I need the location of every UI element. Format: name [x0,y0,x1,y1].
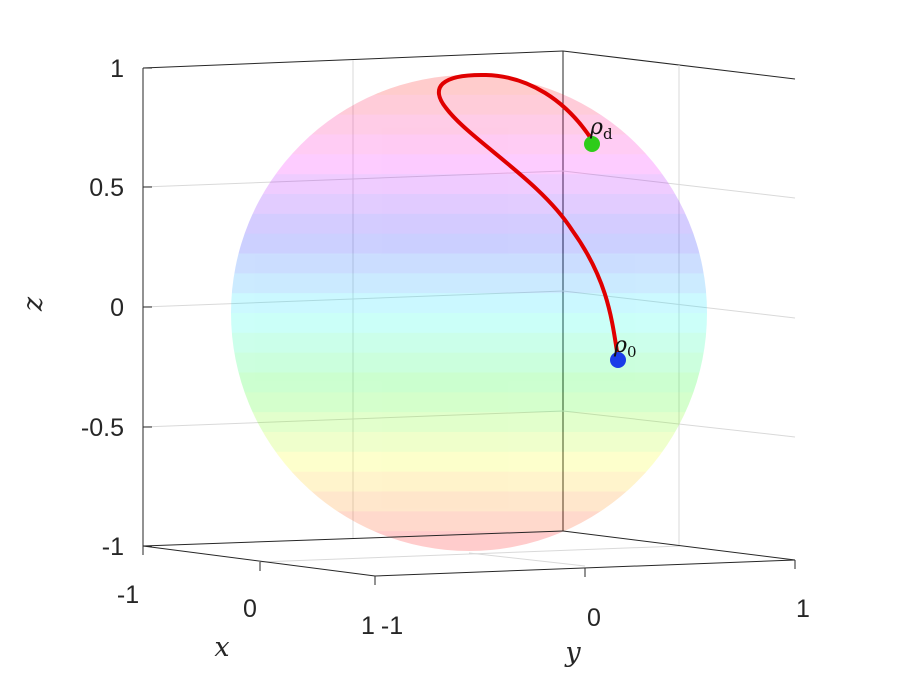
end-marker-label: ρd [589,115,613,143]
z-tick-label: 0.5 [89,174,124,202]
start-marker [610,352,626,368]
bloch-sphere-surface [231,75,707,551]
sphere-band [231,312,707,333]
x-tick-label: 1 [361,612,375,640]
y-tick-labels: -1 0 1 [381,595,810,640]
sphere-band [231,212,707,234]
sphere-band [231,371,707,393]
y-tick-label: -1 [381,612,403,640]
sphere-band [231,173,707,194]
sphere-band [231,450,707,472]
sphere-band [231,133,707,155]
x-tick-label: -1 [117,581,139,609]
sphere-band [231,490,707,512]
sphere-band [231,470,707,492]
z-tick-label: 0 [110,294,124,322]
z-tick-label: -0.5 [81,414,124,442]
start-marker-label: ρ0 [613,333,636,361]
x-tick-label: 0 [243,595,257,623]
sphere-band [231,113,707,135]
sphere-band [231,193,707,214]
end-marker [584,136,600,152]
y-tick-label: 0 [587,604,601,632]
sphere-band [231,391,707,413]
trajectory-line [436,72,620,360]
sphere-band [231,411,707,432]
grid [142,60,796,567]
x-tick-labels: -1 0 1 [117,581,375,640]
tick-marks [142,67,796,585]
sphere-band [231,153,707,175]
start-marker-rho: ρ [613,333,627,358]
sphere-band [231,272,707,294]
z-tick-label: 1 [110,55,124,83]
end-marker-subscript: d [603,125,613,143]
y-axis-label: y [564,637,581,668]
y-tick-label: 1 [796,595,810,623]
x-axis-label: x [214,632,229,663]
sphere-band [231,93,707,115]
end-marker-rho: ρ [589,115,603,140]
z-tick-label: -1 [102,533,124,561]
sphere-band [231,431,707,452]
sphere-band [231,510,707,532]
sphere-band [231,331,707,353]
sphere-band [231,292,707,313]
z-tick-labels: 1 0.5 0 -0.5 -1 [81,55,124,561]
sphere-band [231,252,707,274]
start-marker-subscript: 0 [627,343,637,361]
sphere-band [231,232,707,254]
sphere-band [231,351,707,373]
z-axis-label: z [18,296,49,312]
